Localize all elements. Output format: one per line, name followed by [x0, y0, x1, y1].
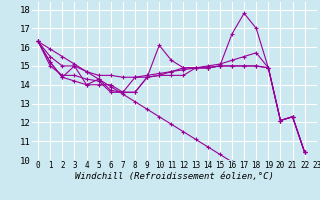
X-axis label: Windchill (Refroidissement éolien,°C): Windchill (Refroidissement éolien,°C)	[75, 172, 274, 181]
